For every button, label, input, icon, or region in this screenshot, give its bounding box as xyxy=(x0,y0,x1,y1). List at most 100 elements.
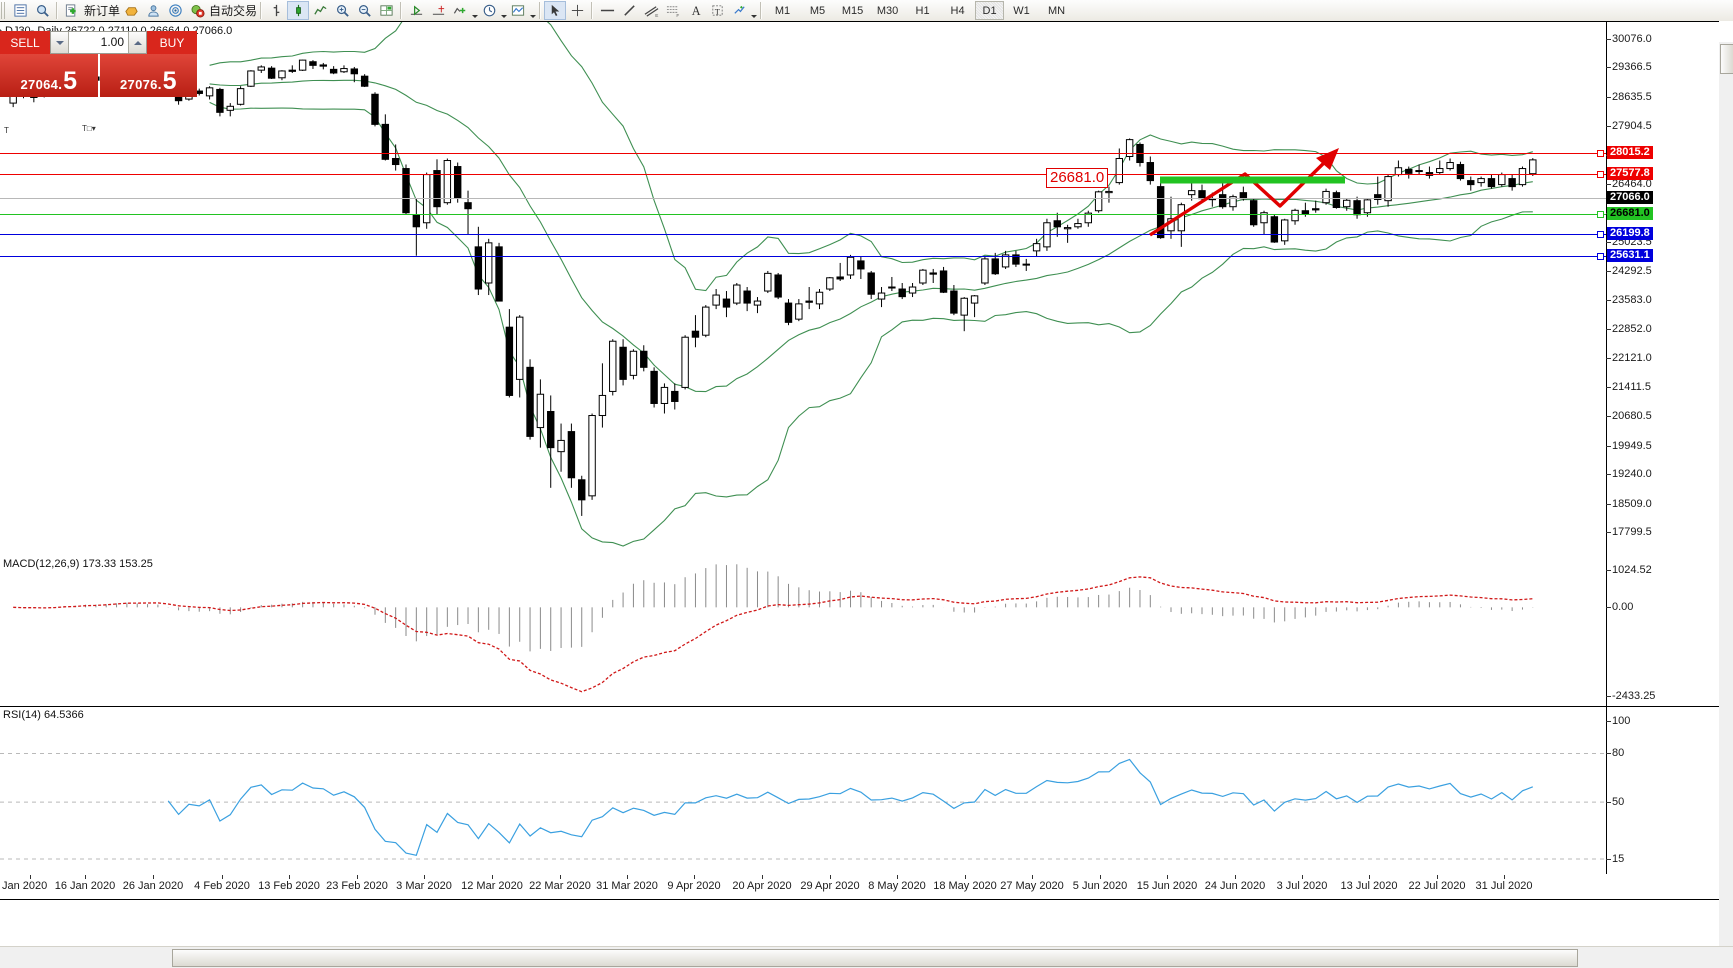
magnifier-search-icon[interactable] xyxy=(31,1,53,20)
macd-pane[interactable]: MACD(12,26,9) 173.33 153.25 1024.52 0.00 -… xyxy=(0,556,1719,707)
rsi-label: RSI(14) 64.5366 xyxy=(3,709,84,721)
new-order-icon[interactable] xyxy=(61,1,83,20)
volume-increase-button[interactable] xyxy=(128,32,146,53)
macd-tick-label: 1024.52 xyxy=(1612,564,1652,576)
level-line-last-price[interactable] xyxy=(0,198,1606,199)
label-icon[interactable]: T xyxy=(706,1,728,20)
timeframe-m5[interactable]: M5 xyxy=(809,4,826,17)
period-dropdown-arrow[interactable] xyxy=(500,0,507,23)
timeframe-group: M1 M5 M15 M30 H1 H4 D1 W1 MN xyxy=(765,1,1074,20)
profile-icon[interactable] xyxy=(142,1,164,20)
zoom-out-icon[interactable] xyxy=(353,1,375,20)
timeframe-h4[interactable]: H4 xyxy=(950,4,965,17)
volume-input[interactable]: 1.00 xyxy=(100,35,124,49)
sell-price-button[interactable]: 27064 . 5 xyxy=(0,54,98,97)
price-badge-last-price[interactable]: 27066.0 xyxy=(1607,191,1653,204)
grid-icon[interactable] xyxy=(375,1,397,20)
price-tick-label: 26464.0 xyxy=(1612,178,1652,191)
level-line-support-upper[interactable] xyxy=(0,234,1606,235)
signal-icon[interactable] xyxy=(164,1,186,20)
date-tick-label: 27 May 2020 xyxy=(1000,880,1064,892)
indicators-icon[interactable] xyxy=(449,1,471,20)
timeframe-w1[interactable]: W1 xyxy=(1013,4,1030,17)
objects-dropdown-arrow[interactable] xyxy=(750,0,757,23)
level-handle-target-green[interactable] xyxy=(1597,211,1604,218)
vertical-scrollbar[interactable] xyxy=(1719,42,1733,946)
level-line-resistance-upper[interactable] xyxy=(0,153,1606,154)
objects-icon[interactable] xyxy=(728,1,750,20)
rsi-pane[interactable]: RSI(14) 64.5366 100 80 50 15 xyxy=(0,707,1719,874)
date-tick-mark xyxy=(1504,875,1505,879)
volume-decrease-button[interactable] xyxy=(51,32,69,53)
timeframe-mn[interactable]: MN xyxy=(1047,4,1066,17)
level-line-support-lower[interactable] xyxy=(0,256,1606,257)
cursor-icon[interactable] xyxy=(544,1,567,20)
line-chart-icon[interactable] xyxy=(309,1,331,20)
horizontal-line-icon[interactable] xyxy=(596,1,618,20)
date-tick-mark xyxy=(357,875,358,879)
chart-area[interactable]: DJ30-,Daily 26722.0 27110.0 26664.0 2706… xyxy=(0,21,1733,968)
price-badge-support-upper[interactable]: 26199.8 xyxy=(1607,227,1653,240)
date-tick-mark xyxy=(30,875,31,879)
level-line-resistance-lower[interactable] xyxy=(0,174,1606,175)
autotrading-icon[interactable] xyxy=(186,1,208,20)
one-click-trading-panel[interactable]: SELL 1.00 BUY 27064 . 5 27076 . 5 xyxy=(0,31,197,97)
buy-price-decimal: 5 xyxy=(162,66,177,95)
timeframe-m1[interactable]: M1 xyxy=(774,4,791,17)
price-tick-label: 20680.5 xyxy=(1612,410,1652,423)
price-badge-resistance-upper[interactable]: 28015.2 xyxy=(1607,146,1653,159)
fibo-icon[interactable]: F xyxy=(662,1,684,20)
buy-button[interactable]: BUY xyxy=(147,31,197,54)
volume-stepper[interactable]: 1.00 xyxy=(50,31,147,54)
timeframe-d1[interactable]: D1 xyxy=(975,1,1005,20)
price-tick-label: 19240.0 xyxy=(1612,468,1652,481)
channel-icon[interactable]: E xyxy=(640,1,662,20)
macd-label: MACD(12,26,9) 173.33 153.25 xyxy=(3,558,153,570)
horizontal-scrollbar[interactable] xyxy=(0,946,1733,968)
autoscroll-icon[interactable] xyxy=(405,1,427,20)
list-icon[interactable] xyxy=(9,1,31,20)
price-badge-target-green[interactable]: 26681.0 xyxy=(1607,207,1653,220)
price-tick-mark xyxy=(1606,474,1611,476)
zoom-in-icon[interactable] xyxy=(331,1,353,20)
price-badge-support-lower[interactable]: 25631.1 xyxy=(1607,249,1653,262)
timeframe-m15[interactable]: M15 xyxy=(841,4,864,17)
price-tick-mark xyxy=(1606,532,1611,533)
price-tick-label: 28635.5 xyxy=(1612,90,1652,103)
text-icon[interactable]: A xyxy=(684,1,706,20)
level-handle-support-lower[interactable] xyxy=(1597,253,1604,260)
buy-price-button[interactable]: 27076 . 5 xyxy=(99,54,197,97)
templates-dropdown-arrow[interactable] xyxy=(529,0,536,23)
date-tick-mark xyxy=(289,875,290,879)
gold-bar-icon[interactable] xyxy=(120,1,142,20)
level-handle-resistance-upper[interactable] xyxy=(1597,150,1604,157)
date-tick-mark xyxy=(560,875,561,879)
bar-chart-icon[interactable] xyxy=(265,1,287,20)
price-annotation-tag[interactable]: 26681.0 xyxy=(1046,168,1109,188)
date-tick-label: 29 Apr 2020 xyxy=(800,880,860,892)
timeframe-m30[interactable]: M30 xyxy=(876,4,899,17)
new-order-label[interactable]: 新订单 xyxy=(84,4,121,18)
toolbar-grip[interactable] xyxy=(1,2,7,19)
level-handle-resistance-lower[interactable] xyxy=(1597,171,1604,178)
templates-icon[interactable] xyxy=(507,1,529,20)
indicators-dropdown-arrow[interactable] xyxy=(471,0,478,23)
sell-price-decimal: 5 xyxy=(63,66,77,95)
vertical-scrollbar-thumb[interactable] xyxy=(1720,44,1733,74)
date-tick-mark xyxy=(1235,875,1236,879)
crosshair-icon[interactable] xyxy=(566,1,588,20)
horizontal-scrollbar-thumb[interactable] xyxy=(172,949,1578,967)
trendline-icon[interactable] xyxy=(618,1,640,20)
price-tick-label: 30076.0 xyxy=(1612,33,1652,45)
price-badge-resistance-lower[interactable]: 27577.8 xyxy=(1607,167,1653,180)
timeframe-h1[interactable]: H1 xyxy=(915,4,930,17)
level-line-target-green[interactable] xyxy=(0,214,1606,215)
sell-button[interactable]: SELL xyxy=(0,31,50,54)
level-handle-support-upper[interactable] xyxy=(1597,231,1604,238)
price-pane[interactable]: DJ30-,Daily 26722.0 27110.0 26664.0 2706… xyxy=(0,21,1719,557)
chart-shift-icon[interactable] xyxy=(427,1,449,20)
autotrading-label[interactable]: 自动交易 xyxy=(209,4,258,18)
period-clock-icon[interactable] xyxy=(478,1,500,20)
candlestick-chart-icon[interactable] xyxy=(287,1,310,20)
rsi-tick-mark xyxy=(1606,802,1611,804)
